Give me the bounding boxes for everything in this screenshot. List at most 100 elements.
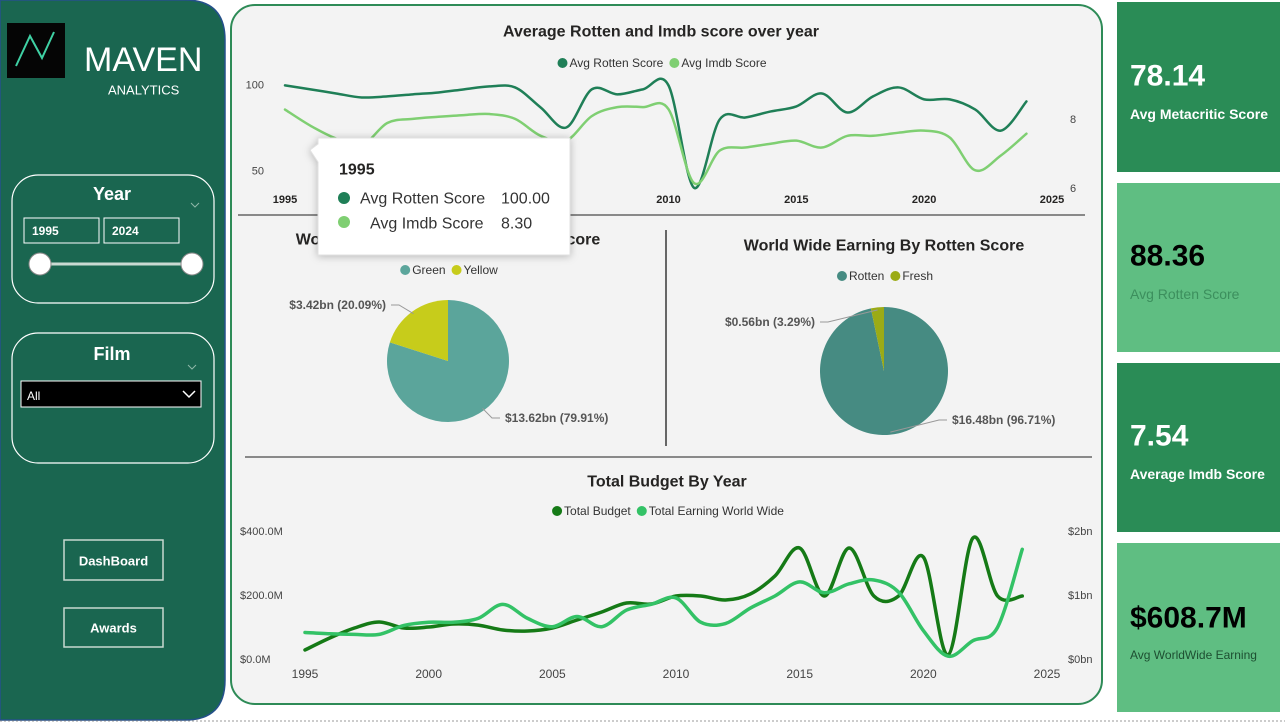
y-tick-label: $0.0M xyxy=(240,654,271,666)
legend-swatch xyxy=(552,506,563,516)
pie-slice xyxy=(870,307,884,371)
legend-swatch xyxy=(451,265,462,275)
legend-swatch xyxy=(636,506,647,516)
kpi-card xyxy=(1117,183,1280,352)
tooltip: 1995 Avg Rotten Score 100.00 Avg Imdb Sc… xyxy=(309,137,571,256)
year-to-input[interactable] xyxy=(103,217,180,244)
kpi-name: Avg Metacritic Score xyxy=(1130,106,1268,122)
y-tick-label: 50 xyxy=(252,166,264,178)
data-label: $3.42bn (20.09%) xyxy=(289,298,386,312)
legend-label: Fresh xyxy=(902,269,933,283)
kpi-value: 78.14 xyxy=(1130,60,1205,93)
data-label: $16.48bn (96.71%) xyxy=(952,413,1055,427)
x-tick-label: 2010 xyxy=(656,194,680,206)
nav-button[interactable] xyxy=(63,539,164,581)
chart-title: Total Budget By Year xyxy=(587,474,746,491)
pie-slice xyxy=(389,300,448,361)
data-label: $13.62bn (79.91%) xyxy=(505,411,608,425)
year-from-input[interactable] xyxy=(23,217,100,244)
y2-tick-label: $0bn xyxy=(1068,654,1092,666)
pie-slice xyxy=(386,300,509,422)
leader-line xyxy=(391,304,414,315)
legend-label: Yellow xyxy=(464,263,499,277)
chart-title: Average Rotten and Imdb score over year xyxy=(503,24,819,41)
slicer-title: Film xyxy=(93,344,130,364)
film-slicer xyxy=(11,332,215,464)
legend-swatch xyxy=(836,271,847,281)
legend-swatch xyxy=(400,265,411,275)
chevron xyxy=(190,202,200,208)
y-tick-label: 100 xyxy=(246,79,264,91)
tooltip-title: 1995 xyxy=(339,162,375,179)
y2-tick-label: $2bn xyxy=(1068,526,1092,538)
x-tick-label: 2015 xyxy=(786,667,813,681)
film-selected: All xyxy=(27,389,40,403)
legend-label: Avg Imdb Score xyxy=(681,56,766,70)
legend-label: Green xyxy=(412,263,445,277)
tooltip-value: 100.00 xyxy=(501,191,550,208)
legend-swatch xyxy=(557,58,568,68)
year-to: 2024 xyxy=(112,224,139,238)
tooltip-label: Avg Rotten Score xyxy=(360,191,485,208)
tooltip-label: Avg Imdb Score xyxy=(370,216,484,233)
logo xyxy=(7,23,65,78)
tooltip-swatch xyxy=(338,216,350,228)
chevron xyxy=(187,364,197,370)
kpi-value: 7.54 xyxy=(1130,420,1189,453)
legend-label: Rotten xyxy=(849,269,884,283)
legend-label: Total Budget xyxy=(564,504,631,518)
sidebar xyxy=(0,0,226,721)
y-tick-label: $400.0M xyxy=(240,526,283,538)
pie-slice xyxy=(820,307,949,435)
y2-tick-label: 6 xyxy=(1070,183,1076,195)
kpi-card xyxy=(1117,363,1280,532)
leader-line xyxy=(890,419,947,433)
kpi-name: Average Imdb Score xyxy=(1130,466,1265,482)
leader-line xyxy=(820,309,878,323)
series-line xyxy=(303,535,1025,657)
kpi-card xyxy=(1117,543,1280,712)
logo-mark xyxy=(15,31,55,67)
x-tick-label: 2015 xyxy=(784,194,808,206)
legend-label: Total Earning World Wide xyxy=(649,504,784,518)
nav-button[interactable] xyxy=(63,607,164,648)
x-tick-label: 1995 xyxy=(273,194,297,206)
brand-sub: ANALYTICS xyxy=(108,83,180,98)
year-from: 1995 xyxy=(32,224,59,238)
film-dropdown[interactable] xyxy=(20,380,202,408)
x-tick-label: 2025 xyxy=(1034,667,1061,681)
x-tick-label: 1995 xyxy=(292,667,319,681)
slider-handle[interactable] xyxy=(28,252,52,276)
year-slicer xyxy=(11,174,215,304)
x-tick-label: 2005 xyxy=(539,667,566,681)
kpi-value: $608.7M xyxy=(1130,602,1247,635)
kpi-card xyxy=(1117,2,1280,172)
chart-title: World Wide Earning By Rotten Score xyxy=(744,238,1025,255)
slider-handle[interactable] xyxy=(180,252,204,276)
data-label: $0.56bn (3.29%) xyxy=(725,315,815,329)
x-tick-label: 2010 xyxy=(663,667,690,681)
series-line xyxy=(283,101,1028,186)
kpi-name: Avg Rotten Score xyxy=(1130,286,1240,302)
tooltip-box xyxy=(309,137,571,256)
x-tick-label: 2000 xyxy=(415,667,442,681)
slicer-title: Year xyxy=(93,184,131,204)
brand: MAVEN xyxy=(84,41,202,79)
y2-tick-label: $1bn xyxy=(1068,590,1092,602)
kpi-value: 88.36 xyxy=(1130,240,1205,273)
series-line xyxy=(283,77,1028,190)
nav-button-label: DashBoard xyxy=(79,554,148,569)
legend-label: Avg Rotten Score xyxy=(570,56,664,70)
y2-tick-label: 8 xyxy=(1070,114,1076,126)
x-tick-label: 2020 xyxy=(912,194,936,206)
tooltip-swatch xyxy=(338,192,350,204)
series-line xyxy=(303,547,1025,658)
x-tick-label: 2025 xyxy=(1040,194,1064,206)
tooltip-value: 8.30 xyxy=(501,216,532,233)
legend-swatch xyxy=(890,271,901,281)
chevron xyxy=(182,390,196,399)
legend-swatch xyxy=(669,58,680,68)
y-tick-label: $200.0M xyxy=(240,590,283,602)
